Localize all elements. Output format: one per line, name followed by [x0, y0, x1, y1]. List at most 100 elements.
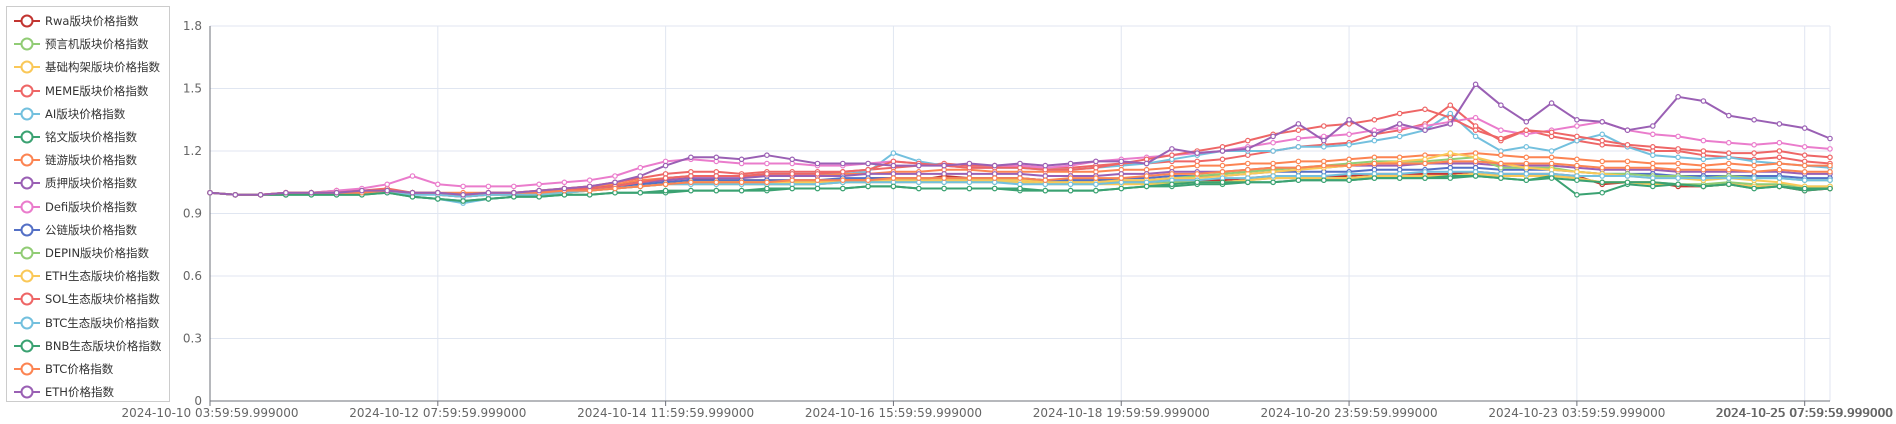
data-point[interactable]: [1726, 139, 1732, 146]
data-point[interactable]: [1751, 175, 1757, 181]
data-point[interactable]: [1776, 160, 1783, 167]
data-point[interactable]: [1093, 158, 1099, 165]
data-point[interactable]: [1017, 185, 1023, 192]
data-point[interactable]: [409, 173, 416, 179]
data-point[interactable]: [1801, 152, 1808, 159]
data-point[interactable]: [536, 181, 542, 188]
data-point[interactable]: [232, 192, 239, 198]
data-point[interactable]: [1422, 127, 1428, 134]
data-point[interactable]: [865, 183, 871, 190]
data-point[interactable]: [1700, 137, 1707, 144]
data-point[interactable]: [1321, 162, 1327, 169]
data-point[interactable]: [1776, 139, 1783, 146]
data-point[interactable]: [1472, 127, 1479, 134]
data-point[interactable]: [1498, 127, 1504, 134]
data-point[interactable]: [1827, 135, 1833, 142]
legend-item[interactable]: 铭文版块价格指数: [13, 127, 137, 147]
data-point[interactable]: [1700, 98, 1707, 104]
data-point[interactable]: [890, 162, 897, 169]
data-point[interactable]: [207, 189, 213, 196]
data-point[interactable]: [688, 179, 694, 186]
data-point[interactable]: [662, 175, 669, 181]
data-point[interactable]: [1574, 117, 1580, 123]
data-point[interactable]: [1219, 169, 1226, 175]
data-point[interactable]: [1447, 114, 1454, 121]
data-point[interactable]: [738, 179, 745, 186]
data-point[interactable]: [1245, 160, 1251, 167]
data-point[interactable]: [1371, 175, 1378, 181]
data-point[interactable]: [1295, 164, 1302, 171]
data-point[interactable]: [257, 192, 264, 198]
data-point[interactable]: [1270, 148, 1276, 154]
data-point[interactable]: [1169, 181, 1175, 188]
data-point[interactable]: [1548, 148, 1555, 154]
data-point[interactable]: [1548, 100, 1555, 106]
data-point[interactable]: [1396, 133, 1403, 140]
data-point[interactable]: [1447, 150, 1454, 156]
data-point[interactable]: [384, 187, 391, 194]
data-point[interactable]: [1827, 146, 1833, 152]
data-point[interactable]: [1194, 150, 1201, 156]
data-point[interactable]: [1675, 166, 1681, 173]
data-point[interactable]: [283, 189, 289, 196]
data-point[interactable]: [991, 162, 998, 169]
data-point[interactable]: [561, 185, 568, 192]
data-point[interactable]: [586, 177, 593, 184]
data-point[interactable]: [991, 185, 998, 192]
data-point[interactable]: [890, 183, 897, 190]
data-point[interactable]: [966, 175, 973, 181]
data-point[interactable]: [1067, 175, 1074, 181]
data-point[interactable]: [1295, 127, 1302, 134]
data-point[interactable]: [1675, 146, 1681, 152]
data-point[interactable]: [1447, 158, 1454, 165]
data-point[interactable]: [764, 179, 770, 186]
data-point[interactable]: [1548, 129, 1555, 136]
data-point[interactable]: [612, 185, 618, 192]
data-point[interactable]: [359, 187, 365, 194]
data-point[interactable]: [1447, 121, 1454, 127]
data-point[interactable]: [1624, 173, 1631, 179]
data-point[interactable]: [1574, 192, 1580, 198]
legend-item[interactable]: BTC生态版块价格指数: [13, 313, 159, 333]
data-point[interactable]: [1801, 144, 1808, 150]
data-point[interactable]: [1371, 160, 1378, 167]
data-point[interactable]: [1118, 158, 1125, 165]
data-point[interactable]: [1776, 166, 1783, 173]
data-point[interactable]: [1346, 171, 1352, 177]
data-point[interactable]: [384, 181, 391, 188]
data-point[interactable]: [1067, 166, 1074, 173]
data-point[interactable]: [1574, 162, 1580, 169]
data-point[interactable]: [510, 189, 517, 196]
data-point[interactable]: [713, 187, 720, 194]
data-point[interactable]: [1422, 175, 1428, 181]
data-point[interactable]: [1346, 117, 1352, 123]
data-point[interactable]: [1675, 154, 1681, 161]
legend-item[interactable]: Defi版块价格指数: [13, 197, 137, 217]
data-point[interactable]: [1700, 148, 1707, 154]
data-point[interactable]: [434, 189, 441, 196]
data-point[interactable]: [1599, 158, 1606, 165]
data-point[interactable]: [915, 162, 922, 169]
data-point[interactable]: [1017, 160, 1023, 167]
data-point[interactable]: [1321, 177, 1327, 184]
data-point[interactable]: [1093, 187, 1099, 194]
data-point[interactable]: [941, 175, 947, 181]
data-point[interactable]: [1548, 175, 1555, 181]
data-point[interactable]: [1776, 183, 1783, 190]
data-point[interactable]: [1017, 175, 1023, 181]
legend-item[interactable]: SOL生态版块价格指数: [13, 289, 160, 309]
data-point[interactable]: [1422, 169, 1428, 175]
data-point[interactable]: [890, 150, 897, 156]
data-point[interactable]: [1194, 162, 1201, 169]
data-point[interactable]: [1346, 162, 1352, 169]
data-point[interactable]: [333, 189, 340, 196]
data-point[interactable]: [1346, 177, 1352, 184]
data-point[interactable]: [1574, 123, 1580, 129]
data-point[interactable]: [814, 185, 821, 192]
data-point[interactable]: [1118, 175, 1125, 181]
data-point[interactable]: [789, 177, 796, 184]
data-point[interactable]: [814, 171, 821, 177]
data-point[interactable]: [688, 187, 694, 194]
data-point[interactable]: [1675, 175, 1681, 181]
data-point[interactable]: [764, 160, 770, 167]
